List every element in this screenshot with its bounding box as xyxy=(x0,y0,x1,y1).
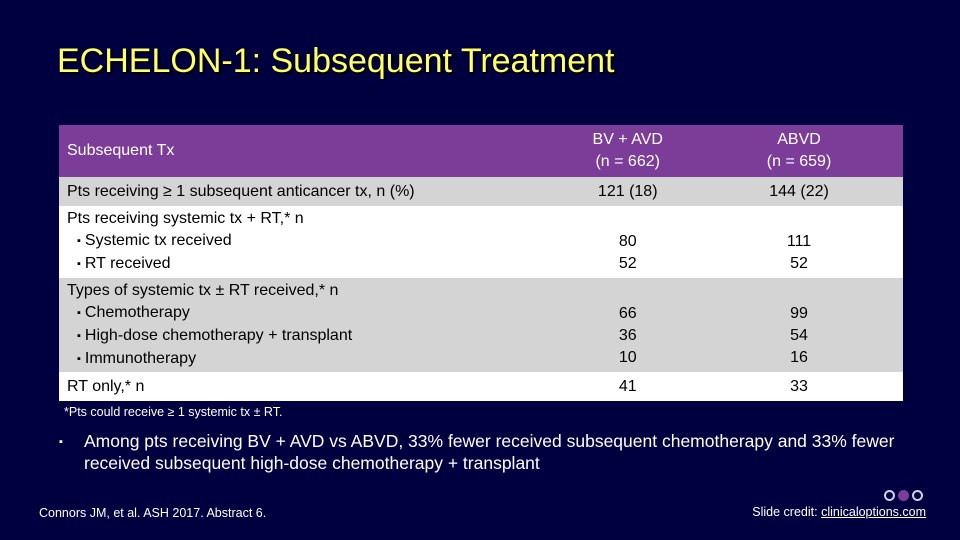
row-abvd-cell: 99 54 16 xyxy=(695,278,903,372)
header-abvd-n: (n = 659) xyxy=(766,153,832,170)
row-bv-avd-value: 36 xyxy=(618,327,637,344)
header-bv-avd-n: (n = 662) xyxy=(595,153,660,170)
square-bullet-icon: ▪ xyxy=(77,258,81,270)
header-bv-avd-name: BV + AVD xyxy=(592,131,663,148)
square-bullet-icon: ▪ xyxy=(77,329,81,342)
row-bv-avd-value: 121 (18) xyxy=(597,182,658,200)
row-label: Pts receiving ≥ 1 subsequent anticancer … xyxy=(67,182,415,200)
row-label-cell: Pts receiving systemic tx + RT,* n ▪ Syst… xyxy=(59,206,560,278)
row-label: RT only,* n xyxy=(67,377,145,395)
row-bv-avd-cell: 80 52 xyxy=(560,206,695,278)
table-header-row: Subsequent Tx BV + AVD (n = 662) ABVD (n… xyxy=(59,125,903,177)
sub-item: ▪ RT received xyxy=(67,253,560,276)
square-bullet-icon: ▪ xyxy=(77,235,81,247)
sub-item-label: RT received xyxy=(84,255,171,272)
sub-item-label: High-dose chemotherapy + transplant xyxy=(84,326,353,344)
row-abvd-value: 16 xyxy=(790,349,808,366)
sub-item: ▪ Chemotherapy xyxy=(67,302,560,325)
footnote: *Pts could receive ≥ 1 systemic tx ± RT. xyxy=(64,405,283,419)
logo-circle-icon xyxy=(911,490,923,501)
row-bv-avd-value: 80 xyxy=(618,233,637,250)
square-bullet-icon: ▪ xyxy=(77,306,81,319)
row-label: Pts receiving systemic tx + RT,* n xyxy=(67,210,304,227)
subsequent-treatment-table: Subsequent Tx BV + AVD (n = 662) ABVD (n… xyxy=(59,125,903,401)
row-abvd-value: 33 xyxy=(790,377,808,395)
sub-item: ▪ Immunotherapy xyxy=(67,348,560,371)
row-abvd-value: 111 xyxy=(786,233,812,250)
sub-item-label: Immunotherapy xyxy=(84,349,197,367)
table-row: Types of systemic tx ± RT received,* n ▪… xyxy=(59,278,903,372)
row-abvd-value: 144 (22) xyxy=(769,182,829,200)
sub-item: ▪ High-dose chemotherapy + transplant xyxy=(67,325,560,348)
logo-circle-icon xyxy=(883,490,895,501)
row-abvd-value: 52 xyxy=(790,255,808,272)
slide-credit: Slide credit: clinicaloptions.com xyxy=(752,505,926,519)
slide-title: ECHELON-1: Subsequent Treatment xyxy=(57,42,615,80)
citation: Connors JM, et al. ASH 2017. Abstract 6. xyxy=(39,506,267,520)
row-label: Types of systemic tx ± RT received,* n xyxy=(67,281,339,299)
logo-circle-icon xyxy=(897,490,909,501)
clinicaloptions-link[interactable]: clinicaloptions.com xyxy=(821,505,926,519)
takeaway-bullet: ▪ Among pts receiving BV + AVD vs ABVD, … xyxy=(59,430,899,474)
sub-item-label: Chemotherapy xyxy=(84,303,190,321)
header-abvd: ABVD (n = 659) xyxy=(695,125,903,177)
row-bv-avd-value: 41 xyxy=(618,377,637,395)
row-abvd-value: 54 xyxy=(790,327,808,344)
slide-credit-label: Slide credit: xyxy=(752,505,818,519)
table-row: Pts receiving ≥ 1 subsequent anticancer … xyxy=(59,177,903,206)
header-subsequent-tx: Subsequent Tx xyxy=(67,142,175,159)
row-abvd-value: 99 xyxy=(790,305,808,322)
table-row: Pts receiving systemic tx + RT,* n ▪ Syst… xyxy=(59,206,903,278)
header-bv-avd: BV + AVD (n = 662) xyxy=(560,125,695,177)
row-bv-avd-value: 66 xyxy=(618,305,637,322)
square-bullet-icon: ▪ xyxy=(77,352,81,365)
row-abvd-cell: 111 52 xyxy=(695,206,903,278)
row-label-cell: Types of systemic tx ± RT received,* n ▪… xyxy=(59,278,560,372)
sub-item: ▪ Systemic tx received xyxy=(67,230,560,253)
cco-logo xyxy=(880,488,926,503)
row-bv-avd-value: 52 xyxy=(618,255,637,272)
header-abvd-name: ABVD xyxy=(777,131,821,148)
sub-item-label: Systemic tx received xyxy=(84,232,232,249)
row-bv-avd-cell: 66 36 10 xyxy=(560,278,695,372)
square-bullet-icon: ▪ xyxy=(59,436,63,448)
table-row: RT only,* n 41 33 xyxy=(59,372,903,401)
takeaway-text: Among pts receiving BV + AVD vs ABVD, 33… xyxy=(84,431,895,473)
row-bv-avd-value: 10 xyxy=(618,349,637,366)
